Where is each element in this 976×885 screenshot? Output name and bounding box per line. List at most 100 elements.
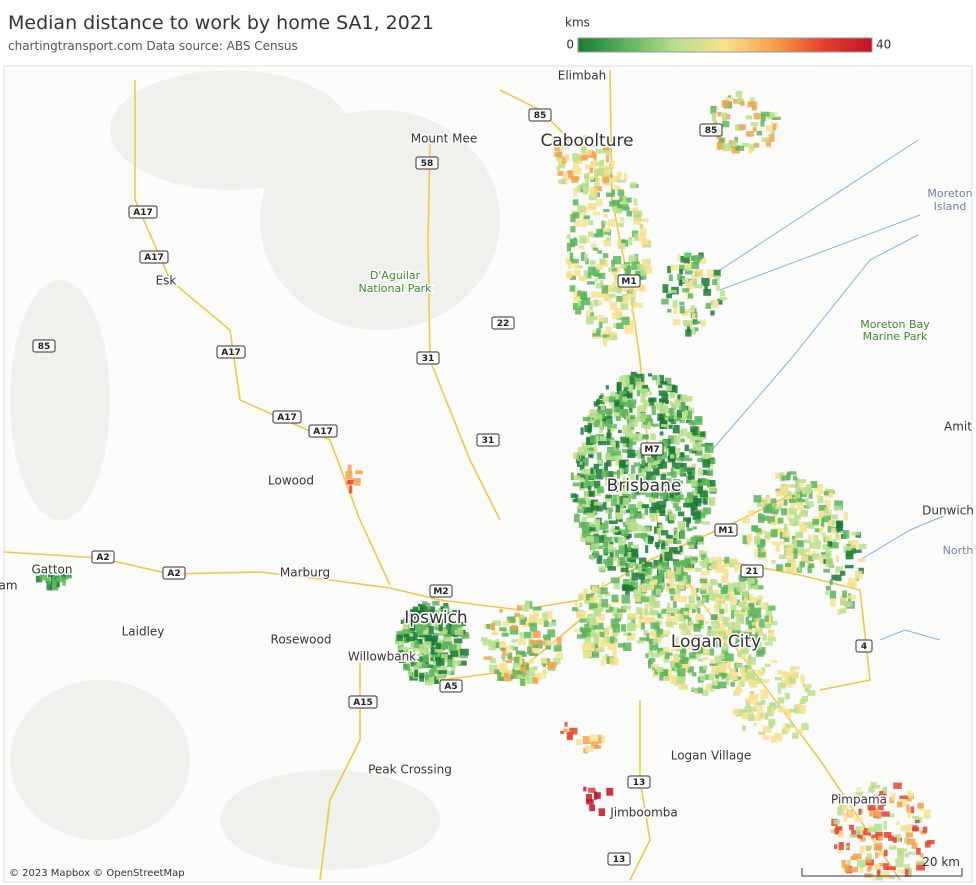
- sa1-patch: [628, 255, 637, 263]
- sa1-patch: [603, 559, 611, 564]
- sa1-patch: [40, 569, 46, 577]
- sa1-patch: [654, 575, 658, 579]
- sa1-patch: [436, 642, 441, 650]
- sa1-patch: [629, 507, 638, 515]
- sa1-patch: [624, 585, 633, 590]
- sa1-patch: [644, 266, 652, 274]
- sa1-patch: [857, 558, 866, 563]
- sa1-patch: [441, 653, 450, 663]
- sa1-patch: [857, 834, 863, 839]
- sa1-patch: [602, 146, 610, 151]
- sa1-patch: [615, 505, 621, 513]
- sa1-patch: [805, 498, 809, 504]
- sa1-patch: [904, 864, 910, 869]
- sa1-patch: [753, 113, 762, 120]
- sa1-patch: [617, 179, 626, 183]
- sa1-patch: [672, 492, 681, 501]
- sa1-patch: [421, 664, 429, 669]
- sa1-patch: [708, 483, 717, 493]
- sa1-patch: [423, 641, 432, 648]
- sa1-patch: [837, 806, 844, 816]
- sa1-patch: [638, 573, 645, 580]
- sa1-patch: [692, 526, 697, 530]
- sa1-patch: [643, 420, 651, 430]
- sa1-patch: [414, 640, 420, 649]
- sa1-patch: [52, 574, 56, 581]
- sa1-patch: [693, 623, 702, 629]
- sa1-patch: [617, 608, 622, 613]
- sa1-patch: [590, 467, 598, 474]
- sa1-patch: [450, 650, 459, 657]
- sa1-patch: [594, 480, 601, 489]
- sa1-patch: [652, 666, 656, 671]
- sa1-patch: [650, 652, 659, 658]
- sa1-patch: [720, 652, 725, 660]
- sa1-patch: [672, 601, 677, 608]
- sa1-patch: [672, 637, 679, 646]
- sa1-patch: [576, 611, 584, 619]
- sa1-patch: [653, 633, 657, 642]
- sa1-patch: [859, 827, 865, 831]
- sa1-patch: [543, 620, 549, 627]
- sa1-patch: [664, 478, 672, 487]
- sa1-patch: [651, 502, 658, 510]
- sa1-patch: [622, 605, 632, 610]
- sa1-patch: [759, 603, 767, 610]
- sa1-patch: [643, 629, 648, 636]
- sa1-patch: [577, 290, 581, 297]
- sa1-patch: [822, 515, 831, 523]
- sa1-patch: [519, 632, 525, 639]
- sa1-patch: [606, 440, 613, 445]
- sa1-patch: [607, 219, 615, 227]
- sa1-patch: [564, 722, 568, 727]
- sa1-patch: [788, 484, 797, 488]
- sa1-patch: [633, 210, 642, 218]
- sa1-patch: [675, 641, 681, 647]
- sa1-patch: [753, 495, 762, 503]
- sa1-patch: [583, 253, 588, 262]
- sa1-patch: [627, 522, 633, 530]
- sa1-patch: [589, 301, 593, 311]
- sa1-patch: [703, 674, 709, 680]
- sa1-patch: [578, 500, 586, 508]
- sa1-patch: [703, 289, 712, 296]
- sa1-patch: [767, 636, 777, 642]
- sa1-patch: [700, 674, 706, 681]
- sa1-patch: [614, 549, 620, 559]
- sa1-patch: [796, 498, 806, 503]
- sa1-patch: [635, 524, 643, 532]
- sa1-patch: [883, 786, 887, 794]
- sa1-patch: [747, 660, 752, 668]
- sa1-patch: [771, 706, 775, 715]
- sa1-patch: [672, 503, 679, 508]
- sa1-patch: [661, 633, 669, 637]
- sa1-patch: [768, 134, 775, 142]
- sa1-patch: [680, 438, 685, 443]
- sa1-patch: [672, 655, 680, 663]
- place-label: Amit: [944, 420, 972, 434]
- sa1-patch: [765, 137, 771, 147]
- place-label: Willowbank: [348, 650, 416, 664]
- place-label: D'Aguilar: [370, 269, 421, 282]
- sa1-patch: [833, 819, 841, 825]
- sa1-patch: [543, 660, 549, 665]
- sa1-patch: [707, 673, 715, 681]
- sa1-patch: [613, 581, 621, 590]
- sa1-patch: [589, 447, 594, 451]
- sa1-patch: [629, 319, 637, 327]
- sa1-patch: [622, 441, 627, 448]
- sa1-patch: [577, 473, 586, 479]
- sa1-patch: [635, 373, 645, 383]
- sa1-patch: [786, 473, 791, 481]
- sa1-patch: [757, 544, 764, 552]
- sa1-patch: [807, 565, 812, 573]
- sa1-patch: [683, 574, 687, 579]
- sa1-patch: [702, 689, 709, 697]
- sa1-patch: [581, 297, 591, 306]
- sa1-patch: [613, 536, 622, 542]
- sa1-patch: [835, 555, 839, 563]
- sa1-patch: [506, 616, 516, 623]
- sa1-patch: [667, 472, 674, 476]
- sa1-patch: [600, 292, 608, 298]
- sa1-patch: [592, 159, 598, 168]
